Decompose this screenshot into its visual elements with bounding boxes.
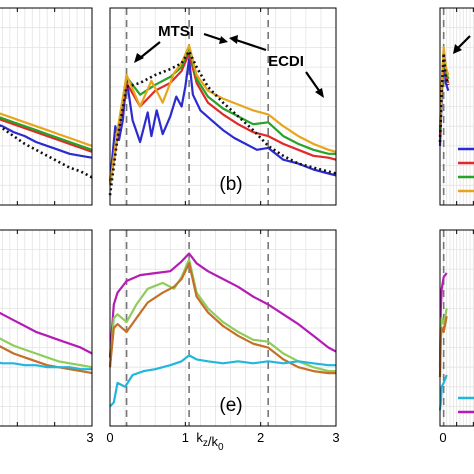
annotation-arrowhead: [315, 88, 324, 98]
axes-frame-bottom-right: [439, 229, 474, 427]
annotation-arrowhead: [229, 35, 238, 44]
annotation-label: MTSI: [158, 23, 194, 40]
annotation-arrowhead: [134, 53, 144, 63]
series-line-bottom-right-2: [438, 315, 448, 378]
series-line-top-right-4: [438, 51, 450, 143]
series-line-bottom-left-1: [0, 337, 93, 369]
x-tick-label: 3: [86, 430, 93, 445]
series-line-top-middle-3: [108, 44, 337, 186]
series-line-top-right-3: [438, 46, 450, 127]
series-line-top-middle-0: [108, 58, 337, 182]
panel-label: (e): [219, 395, 242, 416]
x-tick-label: 3: [332, 430, 339, 445]
x-tick-label: 0: [439, 430, 446, 445]
x-tick-label: 0: [106, 430, 113, 445]
series-line-top-middle-2: [108, 46, 336, 186]
x-tick-label: 2: [257, 430, 264, 445]
series-line-top-left-4: [0, 125, 93, 179]
series-line-bottom-left-3: [0, 361, 92, 371]
series-line-bottom-left-2: [0, 345, 93, 375]
series-line-top-left-0: [0, 124, 93, 159]
axes-frame-top-left: [0, 7, 93, 206]
axes-frame-bottom-left: [0, 229, 93, 427]
x-axis-label: kz/k0: [196, 430, 224, 453]
annotation-arrow: [305, 71, 321, 93]
annotation-label: ECDI: [268, 53, 304, 70]
series-line-top-left-2: [0, 116, 93, 151]
axes-frame-bottom-middle: [109, 229, 337, 427]
axes-frame-top-middle: [109, 7, 337, 206]
annotation-arrow: [457, 35, 471, 49]
annotation-arrow: [235, 38, 267, 52]
series-line-top-left-1: [0, 118, 93, 153]
axes-frame-top-right: [439, 7, 474, 206]
series-line-top-left-3: [0, 112, 93, 147]
x-tick-label: 1: [182, 430, 189, 445]
series-line-bottom-middle-3: [109, 354, 336, 408]
series-line-bottom-left-0: [0, 311, 93, 355]
series-line-bottom-right-3: [438, 374, 448, 411]
series-line-bottom-middle-0: [108, 252, 337, 358]
annotation-arrow: [203, 32, 223, 42]
annotation-arrow: [139, 41, 161, 59]
annotation-arrowhead: [219, 36, 228, 44]
annotation-arrowhead: [453, 44, 462, 54]
panel-label: (b): [219, 174, 242, 195]
series-line-bottom-middle-2: [108, 262, 336, 375]
